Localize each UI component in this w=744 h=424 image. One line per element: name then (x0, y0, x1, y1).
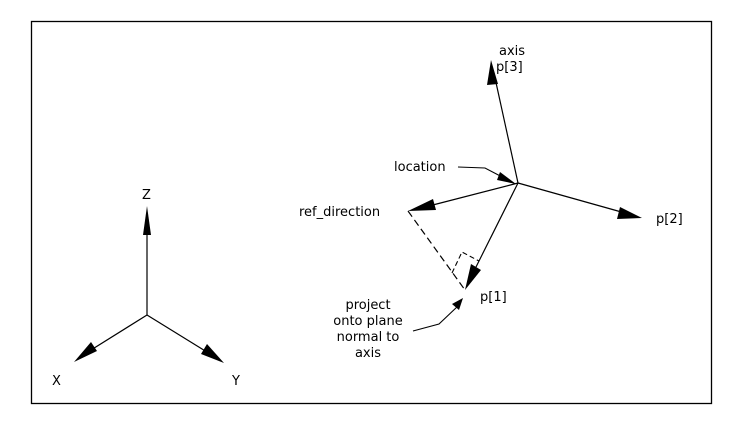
note-line: axis (355, 346, 381, 361)
y-axis-arrowhead (201, 344, 224, 363)
y-label: Y (231, 374, 240, 389)
note-line: onto plane (333, 314, 402, 329)
z-label: Z (142, 188, 151, 203)
p3-label: p[3] (496, 60, 523, 75)
z-axis-arrowhead (143, 206, 151, 235)
note-line: project (345, 298, 390, 313)
note-line: normal to (337, 330, 400, 345)
p2-label: p[2] (656, 212, 683, 227)
p2-line (517, 182, 626, 214)
axis-p3-line (494, 77, 519, 184)
note-leader (412, 305, 459, 332)
axis-p3-arrowhead (487, 60, 498, 85)
p2-arrowhead (617, 207, 642, 219)
location-leader-arrowhead (497, 172, 516, 184)
p1-arrowhead (465, 264, 481, 290)
p1-line (473, 182, 519, 272)
ref-direction-arrowhead (408, 199, 436, 211)
x-label: X (52, 374, 61, 389)
projection-dashed-line (407, 210, 466, 291)
location-label: location (394, 160, 446, 175)
right-angle-marker (451, 251, 480, 274)
p1-label: p[1] (480, 290, 507, 305)
x-axis-arrowhead (74, 342, 97, 362)
placement-construction: axis p[3] location ref_direction p[2] p[… (299, 44, 683, 361)
axis-label: axis (499, 44, 525, 59)
projection-note: project onto plane normal to axis (333, 298, 402, 361)
ref-direction-label: ref_direction (299, 205, 380, 220)
ref-direction-line (424, 182, 519, 208)
diagram-border (30, 20, 713, 405)
note-leader-arrowhead (452, 298, 463, 310)
global-axes: Z X Y (52, 188, 240, 389)
